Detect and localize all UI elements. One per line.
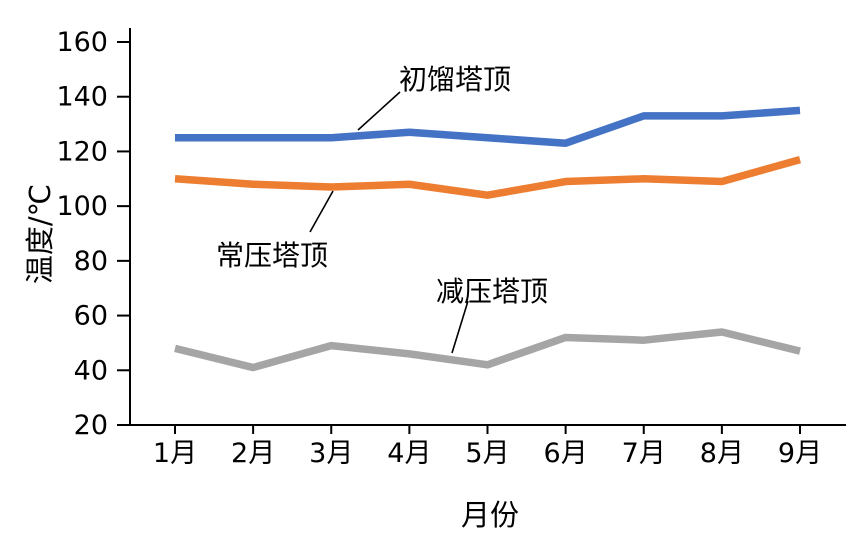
- x-tick-label: 8月: [700, 438, 744, 469]
- y-tick-label: 60: [74, 301, 108, 332]
- annotation-leader-1: [309, 190, 334, 233]
- x-tick-label: 7月: [622, 438, 666, 469]
- annotation-leader-2: [451, 300, 469, 354]
- y-tick-label: 160: [56, 27, 108, 58]
- y-tick-label: 80: [74, 246, 108, 277]
- x-tick-label: 4月: [387, 438, 431, 469]
- series-line-0: [175, 106, 801, 147]
- y-tick-label: 140: [56, 82, 108, 113]
- y-tick-label: 120: [56, 136, 108, 167]
- series-line-2: [174, 328, 801, 372]
- x-tick-label: 9月: [778, 438, 822, 469]
- x-tick-label: 5月: [465, 438, 509, 469]
- series-line-1: [174, 156, 802, 199]
- y-tick-label: 100: [56, 191, 108, 222]
- x-axis-title: 月份: [460, 498, 519, 532]
- y-axis-title: 温度/℃: [23, 183, 57, 285]
- x-tick-label: 1月: [153, 438, 197, 469]
- annotation-leader-0: [357, 91, 401, 131]
- x-tick-label: 3月: [309, 438, 353, 469]
- y-tick-label: 20: [74, 410, 108, 441]
- x-tick-label: 6月: [544, 438, 588, 469]
- x-tick-label: 2月: [231, 438, 275, 469]
- y-tick-label: 40: [74, 355, 108, 386]
- annotation-series-chuliu: 初馏塔顶: [399, 63, 512, 96]
- annotation-series-jianya: 减压塔顶: [436, 275, 549, 308]
- annotation-series-changya: 常压塔顶: [216, 239, 329, 272]
